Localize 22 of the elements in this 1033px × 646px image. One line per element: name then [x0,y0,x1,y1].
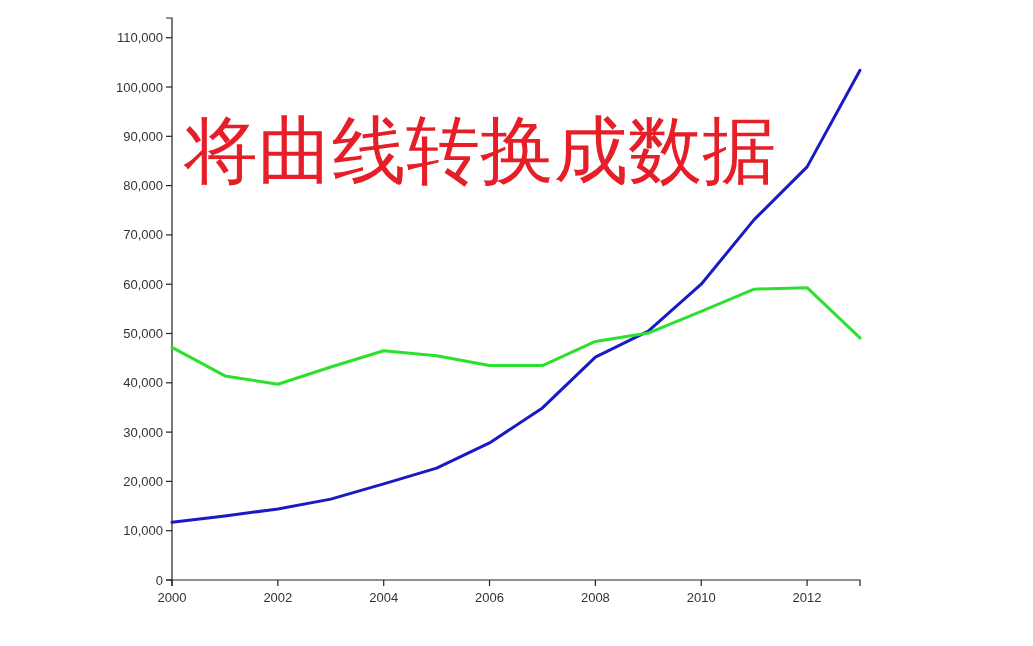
x-tick-label: 2012 [792,590,822,606]
x-tick-label: 2004 [369,590,399,606]
y-tick-label: 30,000 [123,424,163,440]
y-tick-label: 40,000 [123,375,163,391]
y-tick-label: 10,000 [123,523,163,539]
y-tick-label: 70,000 [123,227,163,243]
y-tick-label: 90,000 [123,128,163,144]
x-tick-label: 2010 [686,590,716,606]
y-tick-label: 0 [155,572,163,588]
y-tick-label: 80,000 [123,178,163,194]
line-series [170,286,862,386]
y-tick-label: 100,000 [116,79,163,95]
x-tick-label: 2002 [263,590,293,606]
y-tick-label: 50,000 [123,326,163,342]
x-tick-label: 2006 [475,590,504,606]
y-tick-label: 20,000 [123,473,163,489]
line-series [170,68,862,524]
y-tick-label: 110,000 [116,30,163,46]
x-tick-label: 2008 [580,590,610,606]
text: 将曲线转换成数据 [183,108,776,192]
x-tick-label: 2000 [157,590,187,606]
y-tick-label: 60,000 [123,276,163,292]
